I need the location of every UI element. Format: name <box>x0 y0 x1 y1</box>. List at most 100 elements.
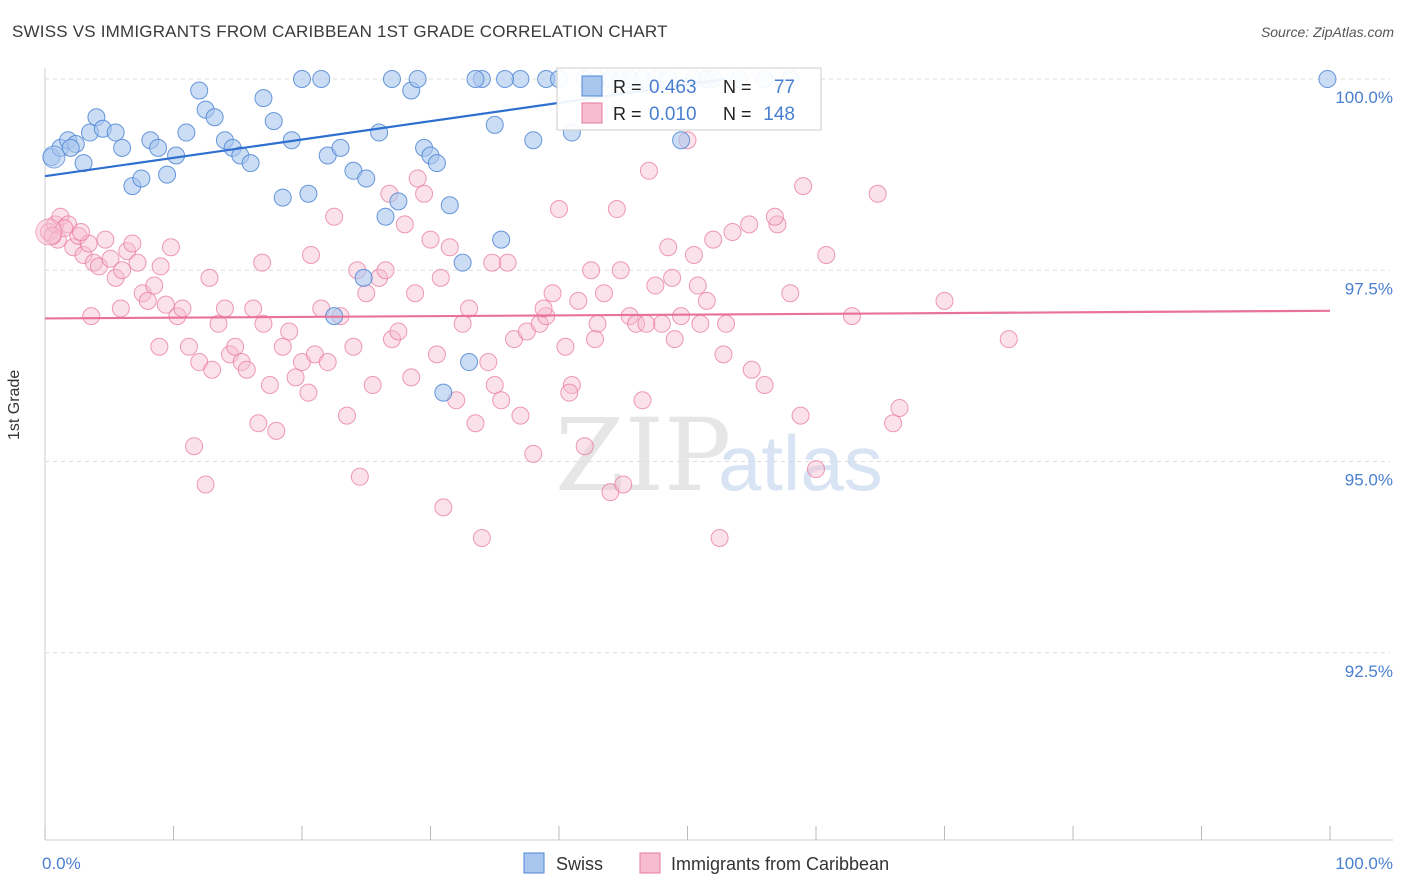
caribbean-point <box>740 215 759 234</box>
caribbean-point <box>569 291 588 310</box>
legend-label-caribbean: Immigrants from Caribbean <box>671 854 889 874</box>
caribbean-point <box>299 383 318 402</box>
caribbean-point <box>485 376 504 394</box>
caribbean-point <box>128 253 147 272</box>
bottom-legend: Swiss Immigrants from Caribbean <box>523 852 889 874</box>
caribbean-point <box>868 184 887 203</box>
swiss-point <box>113 138 132 157</box>
caribbean-point <box>226 337 245 356</box>
caribbean-point <box>185 437 204 456</box>
stats-legend-r-value: 0.010 <box>649 104 697 125</box>
swiss-point <box>299 184 318 203</box>
caribbean-point <box>71 223 90 241</box>
caribbean-point <box>363 376 382 394</box>
caribbean-point <box>582 261 601 280</box>
swiss-point <box>496 70 515 88</box>
caribbean-point <box>511 406 530 425</box>
swiss-point <box>524 131 543 150</box>
legend-swatch-swiss <box>523 852 545 874</box>
caribbean-point <box>150 337 169 356</box>
gridlines: 100.0% 97.5% 95.0% 92.5% <box>45 78 1393 681</box>
caribbean-trend-line <box>44 309 1331 320</box>
caribbean-point <box>325 207 344 226</box>
swiss-point <box>408 70 427 88</box>
caribbean-point <box>161 238 180 257</box>
caribbean-point <box>173 299 192 318</box>
caribbean-point <box>697 291 716 310</box>
caribbean-point <box>145 276 164 295</box>
caribbean-point <box>588 314 607 333</box>
caribbean-point <box>611 261 630 280</box>
caribbean-point <box>376 261 395 280</box>
caribbean-point <box>639 161 658 180</box>
watermark: ZIP atlas <box>555 397 883 514</box>
stats-legend-swatch <box>581 75 603 97</box>
caribbean-point <box>123 234 142 253</box>
swiss-point <box>1318 70 1337 88</box>
swiss-point <box>264 112 283 131</box>
swiss-point <box>382 70 401 88</box>
stats-legend-r-label: R = <box>613 104 642 124</box>
caribbean-point <box>717 314 736 333</box>
caribbean-point <box>318 353 337 372</box>
axes: 0.0% 100.0% <box>42 68 1393 873</box>
caribbean-point <box>483 253 502 272</box>
caribbean-point <box>765 207 784 226</box>
caribbean-point <box>260 376 279 394</box>
swiss-point <box>61 138 80 157</box>
caribbean-point <box>406 284 425 303</box>
swiss-point <box>357 169 376 188</box>
caribbean-point <box>704 230 723 249</box>
watermark-zip: ZIP <box>555 397 731 514</box>
caribbean-point <box>659 238 678 257</box>
caribbean-point <box>237 360 256 379</box>
caribbean-point <box>200 268 219 287</box>
caribbean-point <box>151 257 170 276</box>
caribbean-point <box>196 475 215 494</box>
swiss-point <box>293 70 311 88</box>
swiss-point <box>434 383 453 402</box>
swiss-point <box>466 70 485 88</box>
caribbean-point <box>431 268 450 287</box>
caribbean-point <box>672 307 691 326</box>
caribbean-point <box>665 330 684 349</box>
caribbean-point <box>794 177 813 196</box>
caribbean-point <box>543 284 562 303</box>
caribbean-point <box>550 200 568 219</box>
caribbean-point <box>215 299 234 318</box>
caribbean-point <box>755 376 774 394</box>
caribbean-point <box>453 314 472 333</box>
x-tick-label-right: 100.0% <box>1335 854 1393 873</box>
caribbean-point <box>472 529 491 547</box>
caribbean-point <box>408 169 427 188</box>
caribbean-point <box>646 276 665 295</box>
caribbean-point <box>884 414 903 433</box>
swiss-point <box>190 81 209 100</box>
caribbean-point <box>466 414 485 433</box>
stats-legend-n-label: N = <box>723 77 752 97</box>
swiss-point <box>485 115 504 134</box>
caribbean-point <box>421 230 440 249</box>
caribbean-point <box>842 307 861 326</box>
caribbean-point <box>560 383 579 402</box>
caribbean-point <box>301 245 320 264</box>
caribbean-point <box>280 322 299 341</box>
caribbean-point <box>138 291 157 310</box>
caribbean-point <box>434 498 453 517</box>
caribbean-point <box>652 314 671 333</box>
stats-legend-swatch <box>581 102 603 124</box>
caribbean-point <box>106 268 125 287</box>
caribbean-point <box>791 406 810 425</box>
caribbean-point <box>440 238 459 257</box>
caribbean-point <box>714 345 733 364</box>
y-tick-label: 92.5% <box>1345 662 1393 681</box>
caribbean-point <box>96 230 115 249</box>
caribbean-point <box>244 299 263 318</box>
caribbean-point <box>723 223 742 241</box>
caribbean-points <box>35 131 1018 547</box>
caribbean-point <box>350 467 369 486</box>
stats-legend-n-value: 77 <box>774 77 795 98</box>
caribbean-point <box>781 284 800 303</box>
caribbean-point <box>534 299 553 318</box>
